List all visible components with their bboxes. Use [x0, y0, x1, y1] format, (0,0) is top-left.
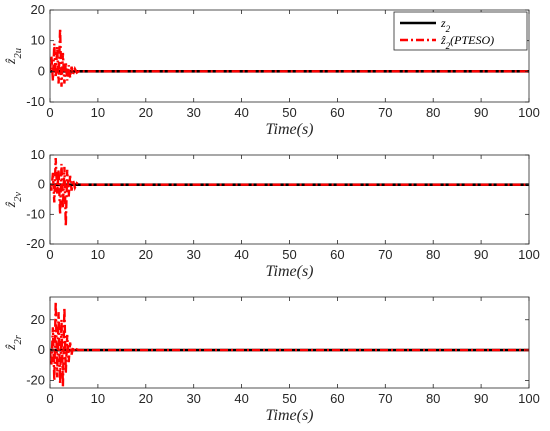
y-tick-label: 20 [31, 2, 45, 17]
x-tick-label: 10 [91, 105, 105, 120]
y-tick-label: 10 [31, 33, 45, 48]
legend-label-pteso: ẑ2(PTESO) [440, 33, 494, 51]
y-axis-label: ẑ2r [4, 334, 24, 351]
y-tick-label: 0 [38, 177, 45, 192]
x-tick-label: 70 [378, 391, 392, 406]
x-tick-label: 70 [378, 247, 392, 262]
x-tick-label: 30 [186, 391, 200, 406]
x-tick-label: 50 [282, 391, 296, 406]
x-tick-label: 50 [282, 247, 296, 262]
y-tick-label: -10 [26, 94, 45, 109]
x-axis-label: Time(s) [266, 407, 314, 424]
x-tick-label: 100 [518, 247, 540, 262]
y-tick-label: -20 [26, 236, 45, 251]
x-tick-label: 60 [330, 247, 344, 262]
x-tick-label: 0 [46, 105, 53, 120]
axes-box [49, 154, 530, 245]
x-tick-label: 20 [139, 391, 153, 406]
y-tick-label: 0 [38, 63, 45, 78]
x-tick-label: 90 [474, 105, 488, 120]
x-tick-label: 100 [518, 391, 540, 406]
x-tick-label: 40 [234, 105, 248, 120]
x-tick-label: 10 [91, 247, 105, 262]
x-tick-label: 80 [426, 391, 440, 406]
x-tick-label: 90 [474, 247, 488, 262]
subplot-2: 0 10 20 30 40 50 60 70 80 90 100 -20 -10 0 10 Time(s) ẑ2… [4, 147, 540, 280]
x-tick-label: 30 [186, 105, 200, 120]
x-tick-label: 20 [139, 105, 153, 120]
series-line-pteso [50, 301, 529, 387]
axes-box [49, 296, 530, 389]
x-tick-label: 20 [139, 247, 153, 262]
legend-box [393, 11, 528, 51]
y-tick-label: -10 [26, 206, 45, 221]
x-tick-label: 0 [46, 247, 53, 262]
x-tick-label: 80 [426, 105, 440, 120]
x-tick-label: 60 [330, 105, 344, 120]
series-line-pteso [50, 157, 529, 227]
y-tick-label: 20 [31, 312, 45, 327]
y-tick-label: 10 [31, 147, 45, 162]
x-tick-label: 50 [282, 105, 296, 120]
y-axis-label: ẑ2u [4, 48, 24, 65]
y-tick-label: 0 [38, 342, 45, 357]
x-tick-label: 90 [474, 391, 488, 406]
y-tick-label: -20 [26, 372, 45, 387]
x-tick-label: 70 [378, 105, 392, 120]
x-tick-label: 80 [426, 247, 440, 262]
x-tick-label: 10 [91, 391, 105, 406]
x-tick-label: 40 [234, 391, 248, 406]
x-tick-label: 0 [46, 391, 53, 406]
y-axis-label: ẑ2v [4, 191, 24, 208]
x-tick-label: 60 [330, 391, 344, 406]
x-axis-label: Time(s) [266, 121, 314, 138]
x-tick-label: 30 [186, 247, 200, 262]
legend-label-z2: z2 [440, 16, 451, 34]
series-line-pteso [50, 28, 529, 87]
x-tick-label: 100 [518, 105, 540, 120]
subplot-1: 0 10 20 30 40 50 60 70 80 90 100-1001020Time(s)ẑ2u… [4, 2, 540, 138]
x-tick-label: 40 [234, 247, 248, 262]
x-axis-label: Time(s) [266, 263, 314, 280]
